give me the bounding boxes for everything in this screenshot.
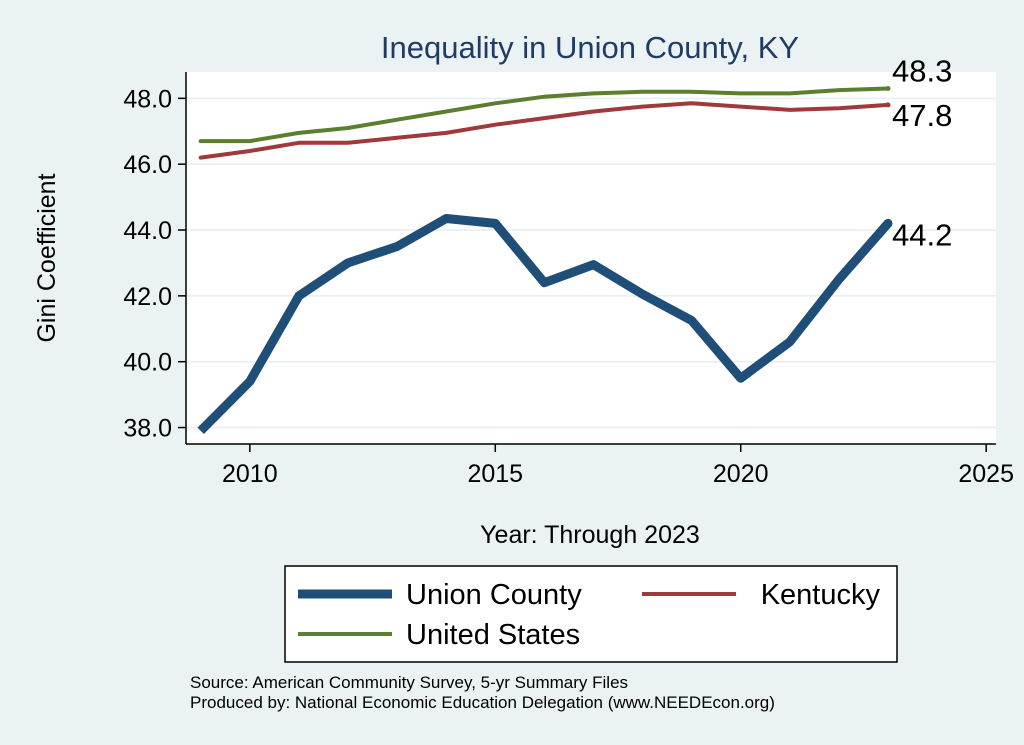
series-end-label: 48.3 <box>892 53 952 88</box>
legend-box <box>284 565 898 663</box>
series-end-point <box>885 102 891 108</box>
x-tick-label: 2020 <box>713 460 769 488</box>
end-labels: 44.2 47.8 48.3 <box>892 53 952 252</box>
series-lines <box>197 85 893 434</box>
y-tick-label: 44.0 <box>123 217 172 245</box>
series-end-point <box>883 218 893 228</box>
series-end-label: 44.2 <box>892 217 952 252</box>
y-axis-ticks: 38.0 40.0 42.0 44.0 46.0 48.0 <box>123 85 186 443</box>
legend-label: United States <box>406 619 580 651</box>
y-tick-label: 40.0 <box>123 349 172 377</box>
x-axis-title: Year: Through 2023 <box>480 521 700 549</box>
x-axis-ticks: 2010 2015 2020 2025 <box>222 444 1014 488</box>
source-line: Source: American Community Survey, 5-yr … <box>190 673 628 692</box>
series-line-kentucky <box>198 101 890 160</box>
y-axis-title: Gini Coefficient <box>33 173 61 342</box>
grid-lines <box>186 97 996 429</box>
plot-area <box>186 72 996 444</box>
x-tick-label: 2025 <box>958 460 1014 488</box>
legend-label: Kentucky <box>761 579 881 611</box>
producer-line: Produced by: National Economic Education… <box>190 693 775 712</box>
chart-title: Inequality in Union County, KY <box>381 30 799 65</box>
y-tick-label: 48.0 <box>123 85 172 113</box>
series-line-union-county <box>197 214 892 434</box>
y-tick-label: 46.0 <box>123 151 172 179</box>
series-end-label: 47.8 <box>892 98 952 133</box>
legend: Union County Kentucky United States <box>284 565 898 663</box>
legend-items: Union County Kentucky United States <box>298 579 880 651</box>
series-line-united-states <box>198 86 890 144</box>
y-tick-label: 38.0 <box>123 415 172 443</box>
legend-label: Union County <box>406 579 582 611</box>
x-tick-label: 2015 <box>467 460 523 488</box>
x-tick-label: 2010 <box>222 460 278 488</box>
y-tick-label: 42.0 <box>123 283 172 311</box>
series-end-point <box>885 85 891 91</box>
source-note: Source: American Community Survey, 5-yr … <box>190 673 775 712</box>
